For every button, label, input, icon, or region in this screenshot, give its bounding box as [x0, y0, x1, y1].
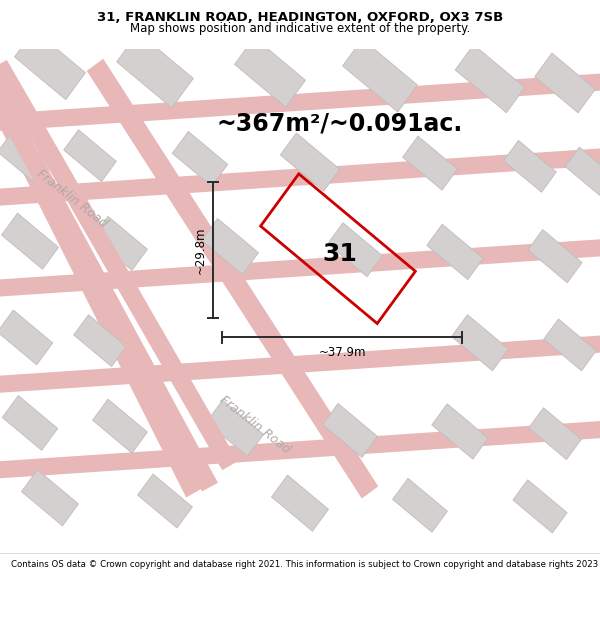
Polygon shape [535, 53, 595, 113]
Polygon shape [0, 238, 600, 298]
Polygon shape [2, 213, 58, 269]
Polygon shape [272, 475, 328, 531]
Polygon shape [0, 72, 600, 132]
Polygon shape [116, 32, 193, 108]
Text: 31: 31 [323, 242, 358, 266]
Polygon shape [323, 404, 377, 458]
Polygon shape [427, 224, 483, 279]
Text: ~29.8m: ~29.8m [193, 226, 206, 274]
Polygon shape [202, 219, 259, 274]
Polygon shape [92, 216, 148, 271]
Polygon shape [0, 147, 600, 207]
Polygon shape [172, 131, 228, 186]
Polygon shape [0, 334, 600, 394]
Text: Franklin Road: Franklin Road [34, 167, 110, 230]
Polygon shape [87, 59, 378, 499]
Polygon shape [529, 408, 581, 459]
Polygon shape [137, 474, 193, 528]
Polygon shape [0, 60, 204, 498]
Text: Franklin Road: Franklin Road [217, 394, 293, 457]
Polygon shape [503, 141, 556, 192]
Polygon shape [235, 38, 305, 107]
Polygon shape [392, 478, 448, 532]
Text: Contains OS data © Crown copyright and database right 2021. This information is : Contains OS data © Crown copyright and d… [11, 560, 600, 569]
Polygon shape [0, 420, 600, 479]
Polygon shape [74, 315, 127, 366]
Polygon shape [328, 222, 382, 277]
Polygon shape [513, 480, 567, 533]
Polygon shape [64, 130, 116, 182]
Polygon shape [206, 400, 263, 456]
Polygon shape [452, 315, 508, 371]
Polygon shape [343, 39, 418, 112]
Polygon shape [2, 396, 58, 451]
Text: ~367m²/~0.091ac.: ~367m²/~0.091ac. [217, 112, 463, 136]
Polygon shape [0, 310, 53, 365]
Polygon shape [455, 44, 525, 112]
Polygon shape [14, 30, 85, 99]
Text: Map shows position and indicative extent of the property.: Map shows position and indicative extent… [130, 22, 470, 35]
Polygon shape [565, 148, 600, 196]
Polygon shape [280, 133, 340, 191]
Polygon shape [432, 404, 488, 459]
Polygon shape [0, 131, 52, 185]
Polygon shape [22, 470, 79, 526]
Polygon shape [544, 319, 596, 371]
Polygon shape [92, 399, 148, 453]
Text: ~37.9m: ~37.9m [318, 346, 366, 359]
Polygon shape [528, 229, 582, 282]
Text: 31, FRANKLIN ROAD, HEADINGTON, OXFORD, OX3 7SB: 31, FRANKLIN ROAD, HEADINGTON, OXFORD, O… [97, 11, 503, 24]
Polygon shape [403, 136, 457, 190]
